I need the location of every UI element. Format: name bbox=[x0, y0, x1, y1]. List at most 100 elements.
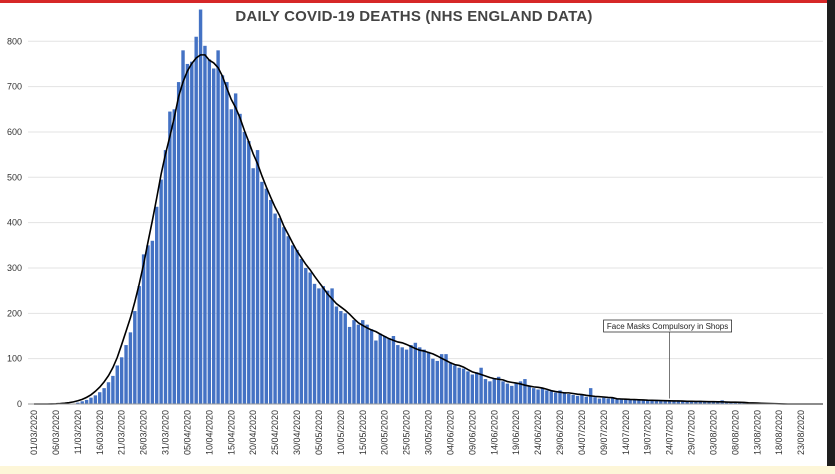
annotation-label: Face Masks Compulsory in Shops bbox=[607, 322, 728, 331]
bar bbox=[584, 396, 589, 404]
x-tick-label: 05/05/2020 bbox=[314, 410, 324, 455]
bar bbox=[141, 254, 146, 405]
bar bbox=[339, 311, 343, 404]
bar bbox=[654, 399, 659, 404]
x-tick-label: 14/06/2020 bbox=[489, 410, 499, 455]
bar bbox=[334, 306, 339, 404]
x-tick-label: 23/08/2020 bbox=[796, 410, 806, 455]
bar bbox=[212, 68, 216, 404]
bar bbox=[194, 36, 198, 405]
bar bbox=[637, 400, 641, 404]
bar bbox=[422, 349, 426, 404]
bar bbox=[545, 390, 549, 404]
annotation-group: Face Masks Compulsory in Shops bbox=[603, 319, 732, 399]
bar bbox=[299, 258, 304, 404]
window-top-border bbox=[0, 0, 835, 3]
trend-line-group bbox=[34, 54, 823, 405]
bar bbox=[330, 288, 334, 404]
x-tick-label: 20/04/2020 bbox=[248, 410, 258, 455]
bar bbox=[378, 333, 382, 404]
x-tick-label: 19/07/2020 bbox=[643, 410, 653, 455]
bar bbox=[233, 93, 238, 404]
bar bbox=[624, 399, 628, 404]
bar bbox=[361, 320, 365, 404]
bar bbox=[365, 324, 369, 404]
bar bbox=[562, 392, 567, 404]
bar bbox=[610, 398, 615, 404]
bar bbox=[632, 399, 637, 404]
x-tick-label: 20/05/2020 bbox=[380, 410, 390, 455]
bar bbox=[431, 358, 435, 404]
x-tick-label: 30/04/2020 bbox=[292, 410, 302, 455]
y-tick-label: 200 bbox=[7, 308, 22, 318]
bar bbox=[382, 335, 387, 404]
y-tick-label: 800 bbox=[7, 36, 22, 46]
bar bbox=[724, 402, 729, 404]
x-tick-label: 31/03/2020 bbox=[161, 410, 171, 455]
bar bbox=[308, 272, 312, 404]
x-tick-label: 14/07/2020 bbox=[621, 410, 631, 455]
bar bbox=[124, 345, 128, 404]
bar bbox=[470, 374, 475, 404]
bar bbox=[312, 283, 317, 404]
bar bbox=[702, 401, 707, 404]
bar bbox=[694, 401, 698, 404]
bar bbox=[553, 392, 558, 404]
bar bbox=[641, 399, 645, 404]
bar bbox=[435, 360, 439, 404]
y-axis-ticks: 0 100 200 300 400 500 600 700 800 bbox=[7, 36, 22, 409]
x-tick-label: 11/03/2020 bbox=[73, 410, 83, 454]
bar bbox=[496, 376, 501, 404]
bar bbox=[501, 381, 505, 404]
bar bbox=[247, 141, 251, 404]
annotation-box bbox=[603, 319, 732, 333]
x-tick-label: 29/06/2020 bbox=[555, 410, 565, 455]
bar bbox=[444, 354, 448, 405]
bar bbox=[119, 357, 124, 404]
x-tick-label: 05/04/2020 bbox=[182, 410, 192, 455]
bar bbox=[479, 367, 483, 404]
bar bbox=[111, 375, 115, 404]
x-tick-label: 10/05/2020 bbox=[336, 410, 346, 455]
x-tick-label: 25/04/2020 bbox=[270, 410, 280, 455]
bar bbox=[159, 179, 163, 404]
bar bbox=[439, 354, 444, 405]
bar bbox=[277, 218, 282, 404]
x-tick-label: 24/06/2020 bbox=[533, 410, 543, 455]
bar bbox=[343, 313, 347, 404]
bar bbox=[106, 382, 111, 404]
bar bbox=[540, 388, 545, 404]
bar bbox=[483, 379, 488, 404]
bar bbox=[387, 338, 391, 404]
x-tick-label: 18/08/2020 bbox=[774, 410, 784, 455]
x-axis-ticks: 01/03/2020 06/03/2020 11/03/2020 16/03/2020… bbox=[29, 410, 806, 455]
bar bbox=[531, 388, 536, 404]
x-tick-label: 03/08/2020 bbox=[708, 410, 718, 455]
bar bbox=[251, 168, 255, 404]
x-tick-label: 15/05/2020 bbox=[358, 410, 368, 455]
x-tick-label: 10/04/2020 bbox=[204, 410, 214, 455]
bar bbox=[155, 206, 159, 404]
bar bbox=[672, 400, 676, 404]
bar bbox=[567, 394, 571, 404]
window-bottom-strip bbox=[0, 466, 835, 474]
bar bbox=[260, 181, 264, 404]
bar bbox=[290, 245, 295, 404]
bar bbox=[84, 399, 89, 404]
bar bbox=[181, 50, 185, 405]
bar bbox=[615, 399, 619, 404]
bar bbox=[356, 324, 361, 404]
bar bbox=[685, 401, 689, 404]
x-tick-label: 09/06/2020 bbox=[467, 410, 477, 455]
y-tick-label: 500 bbox=[7, 172, 22, 182]
bar bbox=[128, 332, 133, 404]
bar bbox=[369, 329, 374, 404]
bar bbox=[707, 402, 711, 404]
bar bbox=[137, 286, 141, 404]
bar bbox=[729, 402, 733, 404]
bar bbox=[453, 365, 457, 404]
y-tick-label: 100 bbox=[7, 354, 22, 364]
bar bbox=[698, 400, 702, 404]
bar bbox=[225, 82, 229, 404]
